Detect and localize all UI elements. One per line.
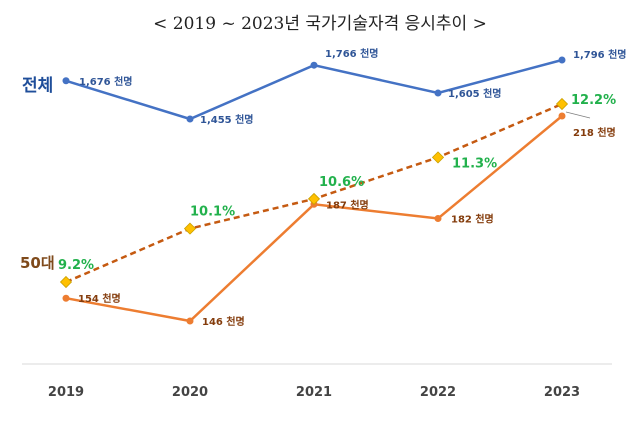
series-50s-points xyxy=(62,112,566,325)
series-share-data-label-2020: 10.1% xyxy=(190,205,235,220)
series-total-point-2020 xyxy=(186,115,194,123)
series-50s-point-2020 xyxy=(186,317,194,325)
series-share-data-label-2019: 9.2% xyxy=(58,258,94,273)
series-total-point-2021 xyxy=(310,61,318,69)
series-share-point-2019 xyxy=(59,275,73,289)
chart-title: < 2019 ~ 2023년 국가기술자격 응시추이 > xyxy=(153,14,487,34)
series-total-points xyxy=(62,56,566,123)
series-share-point-2023 xyxy=(555,97,569,111)
series-50s-point-2023 xyxy=(558,112,566,120)
series-50s-data-label-2019: 154 천명 xyxy=(78,292,121,305)
series-total-point-2019 xyxy=(62,77,70,85)
series-50s-data-label-2023: 218 천명 xyxy=(573,126,616,139)
series-share-labels: 9.2% 10.1% 10.6% 11.3% 12.2% xyxy=(58,93,616,273)
series-50s-point-2022 xyxy=(434,215,442,222)
series-share-data-label-2021: 10.6% xyxy=(319,175,364,190)
series-50s-data-label-2020: 146 천명 xyxy=(202,315,245,328)
series-share-data-label-2022: 11.3% xyxy=(452,156,497,171)
series-total-point-2022 xyxy=(434,89,442,97)
x-tick-label-2023: 2023 xyxy=(544,385,580,400)
x-tick-label-2019: 2019 xyxy=(48,385,84,400)
leader-line-2023-share xyxy=(565,111,591,119)
x-tick-label-2022: 2022 xyxy=(420,385,456,400)
series-total-data-label-2021: 1,766 천명 xyxy=(325,47,379,60)
series-50s-labels: 154 천명 146 천명 187 천명 182 천명 218 천명 xyxy=(78,126,616,328)
series-total-point-2023 xyxy=(558,56,566,64)
series-share-point-2020 xyxy=(183,222,197,235)
series-total-data-label-2019: 1,676 천명 xyxy=(79,75,133,88)
series-50s: 50대 154 천명 146 천명 187 천명 182 천명 218 천명 xyxy=(20,112,616,328)
series-50s-name: 50대 xyxy=(20,254,55,272)
series-share-point-2021 xyxy=(307,192,321,205)
series-share-point-2022 xyxy=(431,151,445,164)
series-50s-data-label-2021: 187 천명 xyxy=(326,198,369,211)
series-total-data-label-2022: 1,605 천명 xyxy=(448,87,502,100)
series-total-name: 전체 xyxy=(22,76,53,96)
x-tick-label-2020: 2020 xyxy=(172,385,208,400)
series-share-data-label-2023: 12.2% xyxy=(571,93,616,108)
x-tick-labels: 2019 2020 2021 2022 2023 xyxy=(48,385,580,400)
series-share: 9.2% 10.1% 10.6% 11.3% 12.2% xyxy=(58,93,616,289)
x-tick-label-2021: 2021 xyxy=(296,385,332,400)
series-50s-data-label-2022: 182 천명 xyxy=(451,213,494,226)
series-total-data-label-2020: 1,455 천명 xyxy=(200,113,254,126)
series-share-points xyxy=(59,97,569,289)
series-total-data-label-2023: 1,796 천명 xyxy=(573,48,627,61)
series-total: 전체 1,676 천명 1,455 천명 1,766 천명 1,605 천명 1,796… xyxy=(22,47,627,126)
series-50s-point-2019 xyxy=(62,294,70,302)
series-total-labels: 1,676 천명 1,455 천명 1,766 천명 1,605 천명 1,796 천명 xyxy=(79,47,627,126)
